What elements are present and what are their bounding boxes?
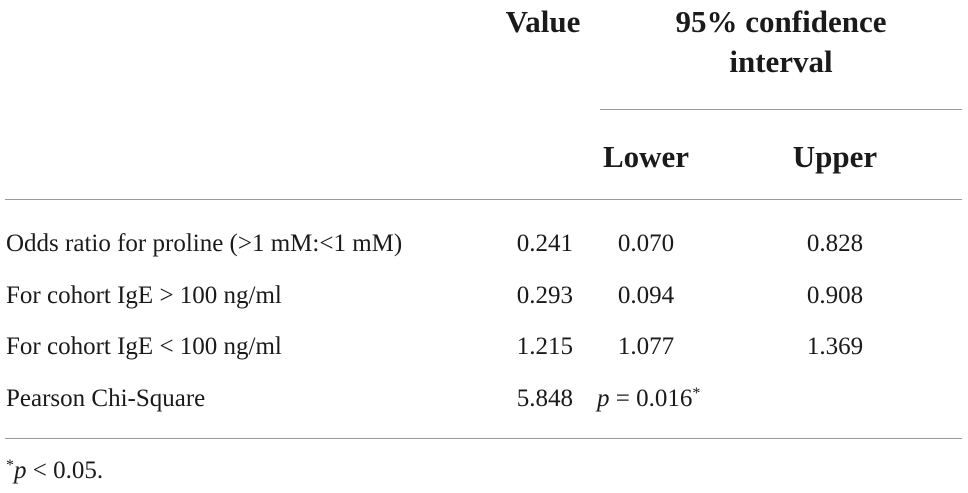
row-lower: 0.070 [617, 230, 675, 257]
row-lower: 1.077 [617, 333, 675, 360]
p-value-text: = 0.016 [609, 385, 693, 412]
row-value: 0.293 [516, 282, 573, 309]
row-upper: 1.369 [806, 333, 864, 360]
row-p-value: p = 0.016* [590, 383, 700, 415]
header-value: Value [505, 4, 581, 39]
row-label: Pearson Chi-Square [6, 385, 206, 412]
footer-divider [5, 438, 962, 439]
significance-star: * [692, 385, 701, 402]
row-upper: 0.828 [806, 230, 864, 257]
row-label: Odds ratio for proline (>1 mM:<1 mM) [6, 230, 403, 257]
ci-divider [600, 109, 962, 110]
p-variable: p [597, 385, 610, 412]
footnote-star: * [6, 457, 14, 474]
row-lower: 0.094 [617, 282, 675, 309]
header-ci-line2: interval [729, 44, 833, 79]
footnote-text: < 0.05. [26, 457, 104, 484]
row-value: 5.848 [516, 385, 573, 412]
header-ci-line1: 95% confidence [675, 4, 887, 39]
header-confidence-interval: 95% confidence interval [600, 2, 962, 82]
row-value: 0.241 [516, 230, 573, 257]
row-label: For cohort IgE > 100 ng/ml [6, 282, 282, 309]
footnote-p-variable: p [14, 457, 27, 484]
row-label: For cohort IgE < 100 ng/ml [6, 333, 282, 360]
header-upper: Upper [792, 139, 878, 174]
header-divider [5, 199, 962, 200]
row-upper: 0.908 [806, 282, 864, 309]
footnote: *p < 0.05. [6, 455, 103, 487]
row-value: 1.215 [516, 333, 573, 360]
header-lower: Lower [602, 139, 690, 174]
